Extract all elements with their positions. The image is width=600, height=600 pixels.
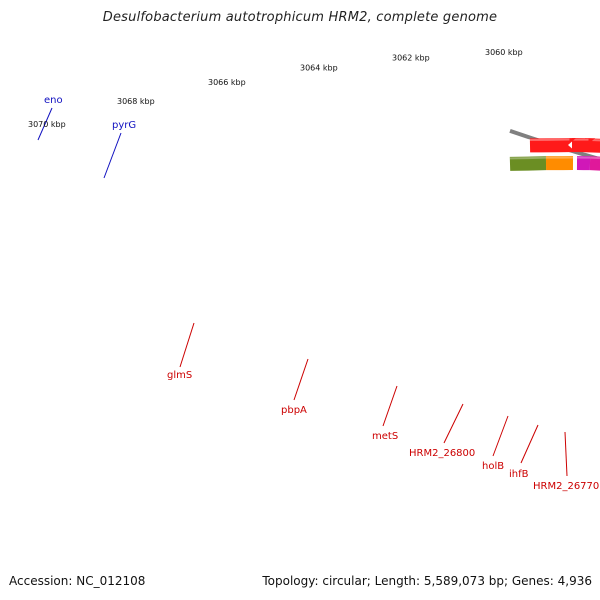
HRM2_26770-gene-arrow [521,138,577,153]
topology-stats-text: Topology: circular; Length: 5,589,073 bp… [262,574,592,588]
scale-label: 3060 kbp [485,48,523,57]
gene-labels: eno pyrG glmS pbpA metS HRM2_26800 holB ihfB HRM… [44,95,599,492]
map-title: Desulfobacterium autotrophicum HRM2, com… [102,10,498,25]
next-cds-band [509,156,547,171]
leader-line-metS [382,385,398,427]
gene-label-pbpA: pbpA [281,405,307,416]
gene-label-HRM2_26800: HRM2_26800 [409,448,475,459]
gene-label-glmS: glmS [167,370,192,381]
scale-label: 3070 kbp [28,120,66,129]
scale-labels: 3070 kbp 3068 kbp 3066 kbp 3064 kbp 3062 kbp… [28,48,523,129]
holB-cds-band [589,156,600,171]
feature-tracks [509,138,600,171]
gene-label-HRM2_26770: HRM2_26770 [533,481,599,492]
gene-label-pyrG: pyrG [112,120,136,131]
gene-label-eno: eno [44,95,63,106]
leader-line-HRM2_26770 [564,431,568,477]
label-leaders [37,107,568,477]
scale-label: 3062 kbp [392,53,430,62]
ihfB-cds-band [576,156,591,171]
leader-line-holB [492,415,509,457]
scale-label: 3068 kbp [117,97,155,106]
accession-text: Accession: NC_012108 [9,574,146,588]
scale-label: 3066 kbp [208,78,246,87]
leader-line-pbpA [293,358,309,401]
leader-line-pyrG [103,132,122,179]
scale-label: 3064 kbp [300,63,338,72]
leader-line-eno [37,107,53,141]
gene-label-ihfB: ihfB [509,469,529,480]
leader-line-HRM2_26800 [443,403,464,444]
leader-line-glmS [179,322,195,368]
leader-line-ihfB [520,424,539,464]
HRM2_26770-cds-band [545,156,574,171]
gene-label-holB: holB [482,461,504,472]
gene-label-metS: metS [372,431,398,442]
